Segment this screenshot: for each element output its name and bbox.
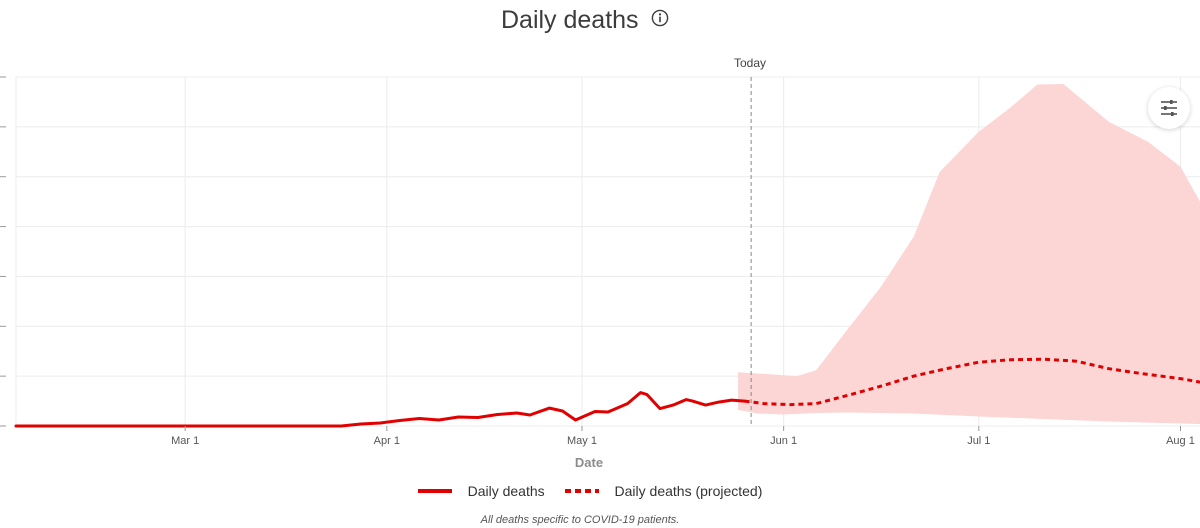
chart-footnote: All deaths specific to COVID-19 patients… <box>480 514 680 526</box>
legend-item-daily-deaths[interactable]: Daily deaths <box>417 483 545 499</box>
x-tick-label: Apr 1 <box>374 435 400 447</box>
daily-deaths-chart: Mar 1 Apr 1 May 1 Jun 1 Jul 1 Aug 1 Date <box>0 76 1200 470</box>
x-tick-label: Jun 1 <box>770 435 797 447</box>
x-tick-label: Aug 1 <box>1166 435 1195 447</box>
legend-label: Daily deaths (projected) <box>614 483 763 499</box>
today-label: Today <box>733 56 767 70</box>
x-axis: Mar 1 Apr 1 May 1 Jun 1 Jul 1 Aug 1 <box>0 76 1195 447</box>
x-axis-title: Date <box>575 455 603 470</box>
legend-label: Daily deaths <box>467 483 545 499</box>
daily-deaths-line <box>14 391 747 428</box>
chart-title-bar: Daily deaths <box>0 6 1170 35</box>
uncertainty-band-layer <box>738 84 1200 424</box>
series-lines <box>14 357 1200 428</box>
x-tick-label: Jul 1 <box>967 435 990 447</box>
uncertainty-band <box>738 84 1200 424</box>
legend-solid-line-swatch <box>417 489 452 493</box>
chart-title: Daily deaths <box>500 6 639 34</box>
info-icon[interactable] <box>651 9 669 32</box>
legend-item-daily-deaths-projected[interactable]: Daily deaths (projected) <box>564 483 763 499</box>
chart-legend: Daily deaths Daily deaths (projected) <box>0 481 1180 499</box>
chart-settings-button[interactable] <box>1148 87 1190 129</box>
sliders-settings-icon <box>1161 100 1177 116</box>
legend-dashed-line-swatch <box>564 489 599 493</box>
x-tick-label: May 1 <box>567 435 597 447</box>
projected-deaths-line <box>744 357 1200 407</box>
x-tick-label: Mar 1 <box>171 435 199 447</box>
